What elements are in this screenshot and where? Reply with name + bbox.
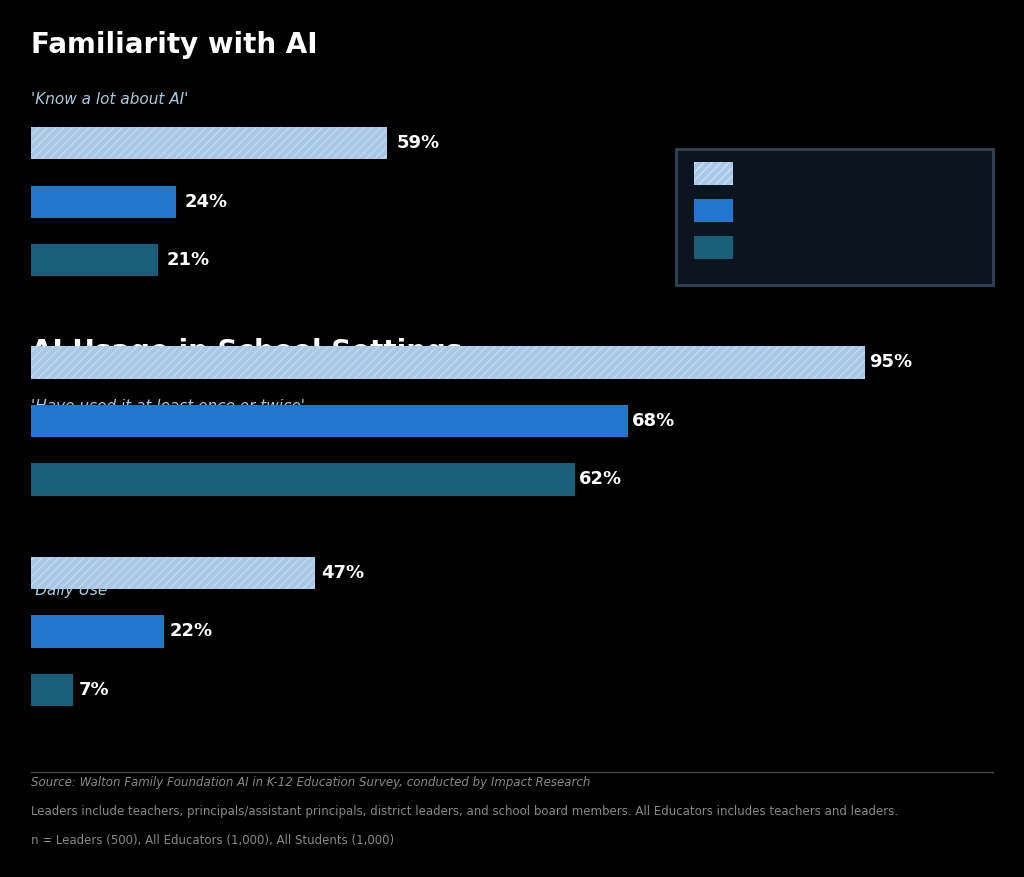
Text: All Educators: All Educators (742, 202, 866, 219)
Text: 47%: 47% (321, 564, 365, 582)
Text: 22%: 22% (170, 623, 213, 640)
Bar (694, 162, 733, 185)
Text: Source: Walton Family Foundation AI in K-12 Education Survey, conducted by Impac: Source: Walton Family Foundation AI in K… (31, 776, 590, 789)
Text: 'Know a lot about AI': 'Know a lot about AI' (31, 92, 188, 107)
Bar (676, 149, 993, 285)
Text: 95%: 95% (869, 353, 912, 372)
Text: 62%: 62% (580, 470, 623, 488)
Text: n = Leaders (500), All Educators (1,000), All Students (1,000): n = Leaders (500), All Educators (1,000)… (31, 834, 394, 847)
Text: 59%: 59% (396, 134, 439, 153)
Bar (694, 199, 733, 222)
Bar (31, 557, 315, 589)
Bar (31, 127, 387, 160)
Text: 'Daily Use': 'Daily Use' (31, 583, 112, 598)
Bar (31, 405, 628, 437)
Bar (31, 463, 574, 496)
Text: 21%: 21% (167, 251, 210, 269)
Text: AI Usage in School Settings: AI Usage in School Settings (31, 338, 462, 366)
Text: Leaders: Leaders (742, 165, 817, 182)
Bar (694, 162, 733, 185)
Bar (31, 557, 315, 589)
Bar (694, 236, 733, 259)
Text: All Students: All Students (742, 239, 857, 256)
Text: 24%: 24% (185, 193, 228, 210)
Text: 'Have used it at least once or twice': 'Have used it at least once or twice' (31, 399, 305, 414)
Bar (31, 244, 158, 276)
Text: Familiarity with AI: Familiarity with AI (31, 31, 317, 59)
Bar (31, 616, 164, 647)
Text: Leaders include teachers, principals/assistant principals, district leaders, and: Leaders include teachers, principals/ass… (31, 805, 898, 818)
Bar (31, 346, 864, 379)
Bar (31, 127, 387, 160)
Bar (31, 186, 176, 217)
Text: 68%: 68% (632, 412, 675, 430)
Bar (31, 346, 864, 379)
Bar (31, 674, 73, 706)
Text: 7%: 7% (79, 681, 110, 699)
